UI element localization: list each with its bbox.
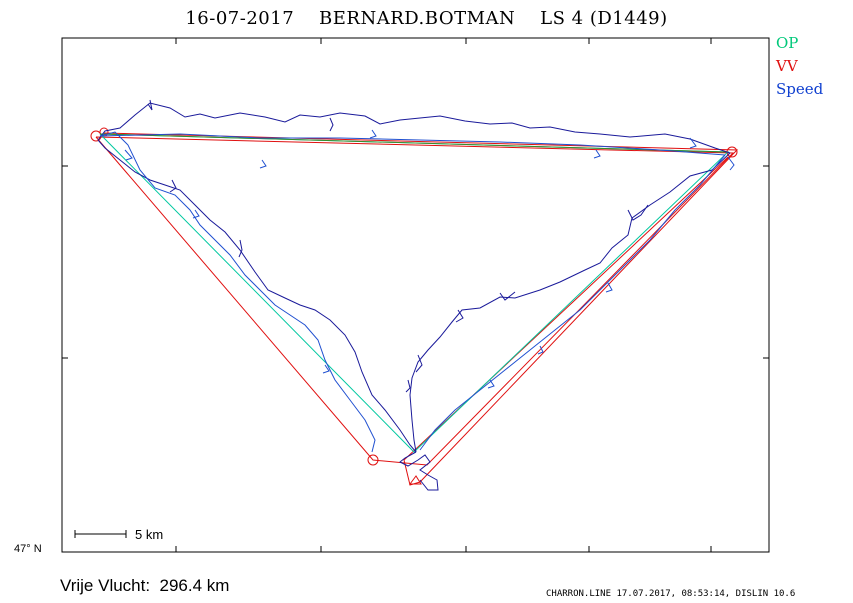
legend-vv: VV — [776, 57, 798, 75]
map-frame — [61, 37, 770, 553]
speed-track — [99, 129, 735, 453]
op-leg-green — [99, 133, 729, 153]
latitude-label: 47° N — [14, 543, 42, 555]
legend-op: OP — [776, 34, 799, 52]
flight-title: 16-07-2017 BERNARD.BOTMAN LS 4 (D1449) — [0, 8, 853, 29]
glider-id: LS 4 (D1449) — [540, 8, 668, 29]
flight-track — [97, 99, 731, 491]
axis-ticks — [62, 38, 769, 552]
op-route — [99, 133, 730, 453]
scale-bar — [74, 530, 127, 538]
scale-bar-label: 5 km — [135, 527, 164, 542]
legend-speed: Speed — [776, 80, 824, 98]
vv-route — [90, 127, 739, 486]
flight-date: 16-07-2017 — [185, 8, 295, 29]
pilot-name: BERNARD.BOTMAN — [319, 8, 516, 29]
distance-summary: Vrije Vlucht: 296.4 km — [60, 576, 230, 595]
footer-info: CHARRON.LINE 17.07.2017, 08:53:14, DISLI… — [546, 589, 796, 599]
